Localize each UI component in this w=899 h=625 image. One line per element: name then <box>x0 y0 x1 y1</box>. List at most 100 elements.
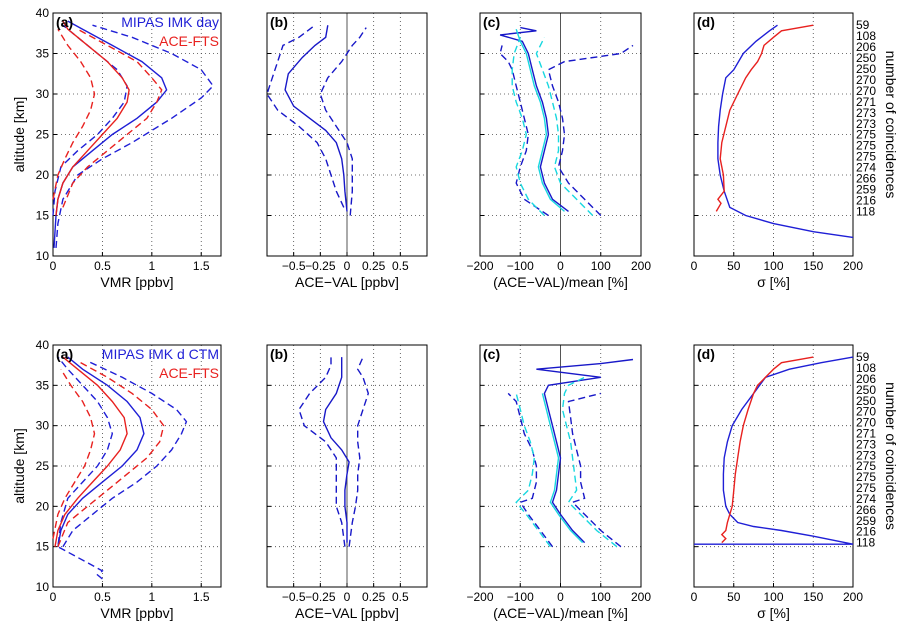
x-tick-label: 150 <box>803 590 823 604</box>
x-tick-label: 0 <box>691 259 698 273</box>
y-tick-label: 35 <box>36 378 50 392</box>
x-tick-label: −100 <box>507 259 534 273</box>
coincidence-count: 118 <box>856 204 875 218</box>
panel-c-row2: −200 −100 0 100 200(ACE−VAL)/mean [%] (c) <box>466 344 651 621</box>
series-line <box>52 368 96 539</box>
y-tick-label: 15 <box>36 540 50 554</box>
x-axis-label: ACE−VAL [ppbv] <box>295 274 399 290</box>
coincidence-count: 250 <box>856 51 876 65</box>
series-line <box>319 27 367 216</box>
x-tick-label: 1.5 <box>193 259 210 273</box>
series-line <box>547 44 634 216</box>
y-tick-label: 30 <box>36 419 50 433</box>
y-tick-label: 10 <box>36 580 50 594</box>
series-line <box>62 28 163 208</box>
coincidence-count: 274 <box>856 161 876 175</box>
coincidence-count: 270 <box>856 405 876 419</box>
panel-label: (b) <box>270 14 288 30</box>
coincidence-count: 274 <box>856 492 876 506</box>
series-line <box>535 36 594 216</box>
y-axis-label: altitude [km] <box>11 97 27 172</box>
coincidence-count: 216 <box>856 525 876 539</box>
coincidence-count: 59 <box>856 18 870 32</box>
x-tick-label: 200 <box>631 259 651 273</box>
x-axis-label: (ACE−VAL)/mean [%] <box>493 274 628 290</box>
y-tick-label: 40 <box>36 6 50 20</box>
x-tick-label: −0.25 <box>305 590 336 604</box>
x-axis-label: σ [%] <box>757 605 790 621</box>
x-tick-label: 0.5 <box>94 259 111 273</box>
x-tick-label: 0 <box>50 259 57 273</box>
legend-entry: ACE-FTS <box>159 365 219 381</box>
x-tick-label: 0 <box>691 590 698 604</box>
x-tick-label: 0.25 <box>362 590 386 604</box>
series-line <box>499 26 569 212</box>
series-line <box>541 393 584 544</box>
series-line <box>507 392 554 548</box>
series-line <box>57 360 165 547</box>
y-axis-label: altitude [km] <box>11 428 27 503</box>
coincidence-count: 270 <box>856 84 876 98</box>
panel-label: (a) <box>56 14 73 30</box>
series-line <box>62 360 188 548</box>
x-tick-label: −200 <box>466 590 493 604</box>
series-line <box>499 45 549 217</box>
y-tick-label: 25 <box>36 459 50 473</box>
series-line <box>515 28 565 212</box>
x-tick-label: 200 <box>843 590 863 604</box>
series-line <box>536 358 634 544</box>
series-line <box>715 24 814 212</box>
coincidence-count: 275 <box>856 139 876 153</box>
coincidence-count: 273 <box>856 117 876 131</box>
coincidence-count: 275 <box>856 459 876 473</box>
x-tick-label: −0.5 <box>282 259 306 273</box>
series-line <box>57 356 145 547</box>
y-tick-label: 10 <box>36 249 50 263</box>
series-line <box>284 25 348 212</box>
series-line <box>266 24 345 208</box>
x-tick-label: 0 <box>344 259 351 273</box>
coincidence-count: 270 <box>856 416 876 430</box>
coincidence-count: 273 <box>856 106 876 120</box>
x-tick-label: −100 <box>507 590 534 604</box>
y-tick-label: 15 <box>36 209 50 223</box>
y-tick-label: 25 <box>36 128 50 142</box>
x-tick-label: −0.5 <box>282 590 306 604</box>
x-tick-label: 0 <box>557 590 564 604</box>
panel-label: (c) <box>483 346 500 362</box>
x-axis-label: ACE−VAL [ppbv] <box>295 605 399 621</box>
coincidence-count: 250 <box>856 383 876 397</box>
right-axis-label: number of coincidences <box>883 382 899 530</box>
x-tick-label: 200 <box>631 590 651 604</box>
y-tick-label: 40 <box>36 338 50 352</box>
x-tick-label: −0.25 <box>305 259 336 273</box>
panel-a-row2: 0 0.5 1 1.5 10 15 20 25 30 35 40 VMR [ppbv] altitude… <box>11 338 222 621</box>
x-tick-label: 1 <box>148 590 155 604</box>
series-line <box>298 357 346 547</box>
coincidence-count: 275 <box>856 128 876 142</box>
series-line <box>52 24 128 216</box>
coincidence-count: 266 <box>856 172 876 186</box>
panel-label: (a) <box>56 346 73 362</box>
panel-label: (b) <box>270 346 288 362</box>
series-line <box>348 356 370 547</box>
x-tick-label: 100 <box>763 259 783 273</box>
x-tick-label: −200 <box>466 259 493 273</box>
legend-entry: ACE-FTS <box>159 33 219 49</box>
panel-label: (d) <box>697 346 715 362</box>
series-line <box>567 392 622 548</box>
x-axis-label: σ [%] <box>757 274 790 290</box>
coincidence-count: 271 <box>856 426 876 440</box>
legend-entry: MIPAS IMK day <box>121 14 219 30</box>
coincidence-count: 259 <box>856 514 876 528</box>
coincidence-count: 273 <box>856 437 876 451</box>
x-axis-label: (ACE−VAL)/mean [%] <box>493 605 628 621</box>
y-tick-label: 20 <box>36 168 50 182</box>
x-tick-label: 100 <box>763 590 783 604</box>
x-tick-label: 0 <box>344 590 351 604</box>
coincidence-count: 216 <box>856 193 876 207</box>
